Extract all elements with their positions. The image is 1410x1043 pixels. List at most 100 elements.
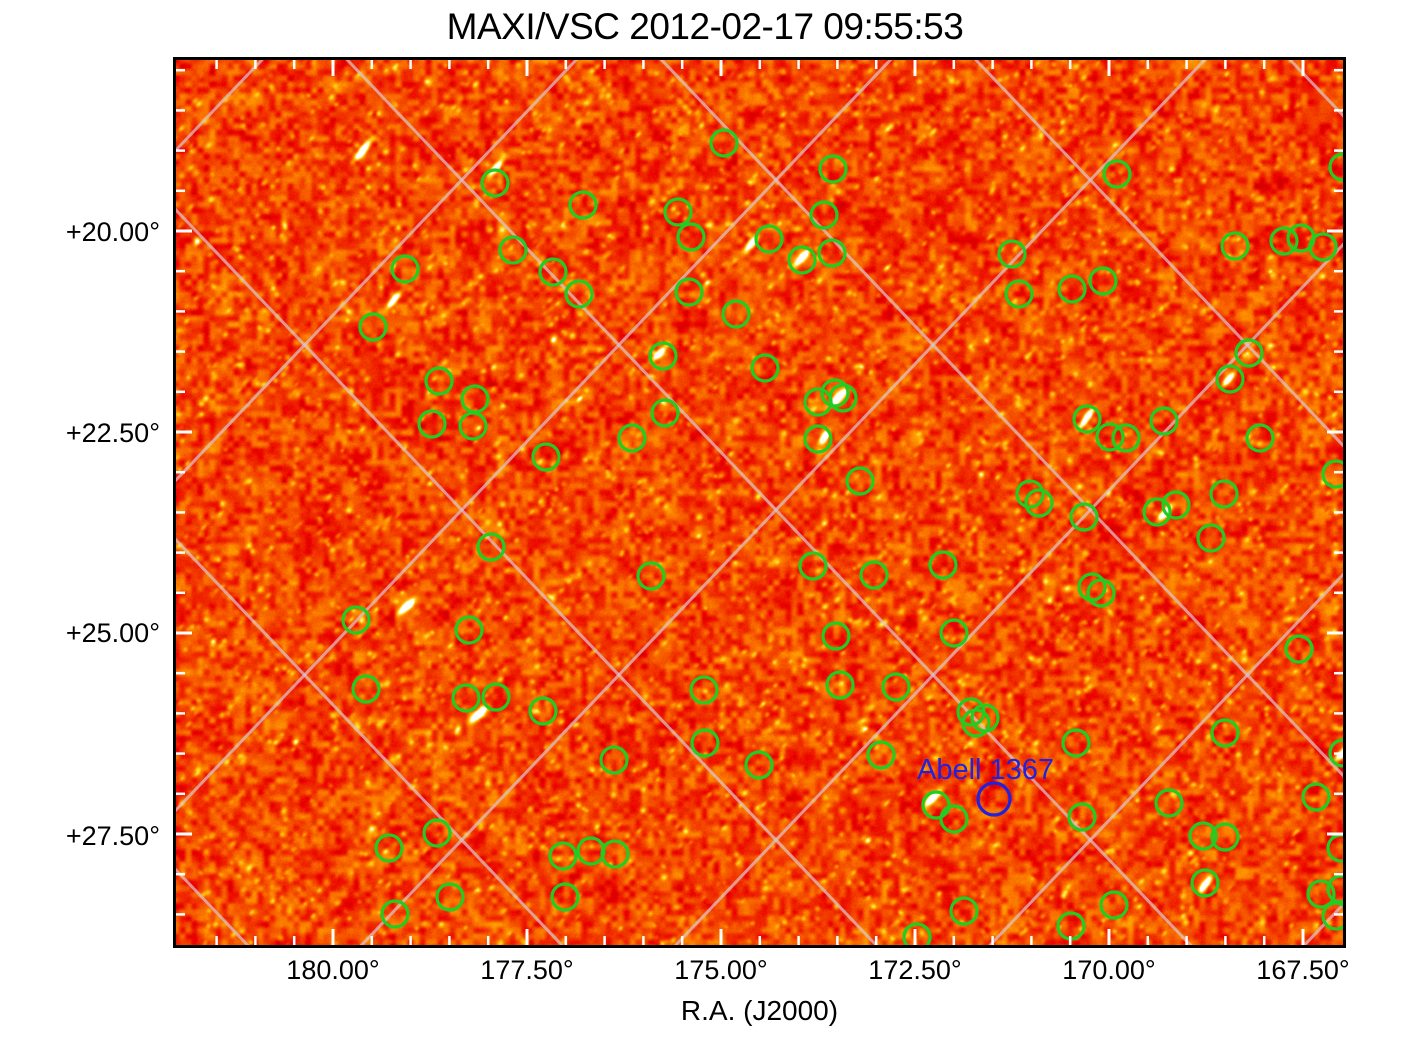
source-circle bbox=[1326, 874, 1343, 904]
source-circle bbox=[1284, 634, 1314, 664]
y-tick-label-3: +27.50° bbox=[65, 821, 160, 851]
x-tick-label-0: 180.00° bbox=[286, 955, 380, 985]
source-circle bbox=[458, 411, 488, 441]
source-circle bbox=[648, 341, 678, 371]
source-circle bbox=[787, 245, 817, 275]
source-circle bbox=[1088, 266, 1118, 296]
source-circle bbox=[1321, 459, 1343, 489]
source-circle bbox=[820, 378, 850, 408]
source-circle bbox=[460, 384, 490, 414]
source-circle bbox=[650, 398, 680, 428]
source-circle bbox=[1004, 279, 1034, 309]
source-circle bbox=[1067, 802, 1097, 832]
source-circle bbox=[750, 353, 780, 383]
source-circle bbox=[949, 896, 979, 926]
source-circle bbox=[825, 670, 855, 700]
source-circle bbox=[1301, 782, 1331, 812]
source-circle bbox=[1099, 890, 1129, 920]
source-circle bbox=[1015, 479, 1045, 509]
sky-image-plot[interactable]: Abell 1367 bbox=[173, 57, 1346, 948]
y-tick-label-1: +22.50° bbox=[65, 418, 160, 448]
source-circle bbox=[1057, 274, 1087, 304]
source-circle bbox=[961, 708, 991, 738]
x-tick-label-1: 177.50° bbox=[480, 955, 574, 985]
source-circle bbox=[921, 790, 951, 820]
source-circle bbox=[798, 551, 828, 581]
source-circle bbox=[902, 922, 932, 945]
source-circle bbox=[435, 882, 465, 912]
source-circle bbox=[351, 674, 381, 704]
source-circle bbox=[390, 254, 420, 284]
annotation-group: Abell 1367 bbox=[917, 754, 1054, 817]
source-circle bbox=[481, 682, 511, 712]
source-circle bbox=[1069, 502, 1099, 532]
source-circle bbox=[1234, 338, 1264, 368]
source-circle bbox=[341, 605, 371, 635]
coordinate-grid bbox=[176, 60, 1343, 945]
source-circle bbox=[1095, 422, 1125, 452]
source-circle bbox=[480, 168, 510, 198]
source-circle bbox=[548, 841, 578, 871]
source-circle bbox=[1321, 901, 1343, 931]
source-circle bbox=[1269, 226, 1299, 256]
source-circle bbox=[997, 239, 1027, 269]
y-tick-label-2: +25.00° bbox=[65, 618, 160, 648]
source-circle bbox=[663, 197, 693, 227]
source-circle bbox=[358, 312, 388, 342]
source-circle bbox=[417, 409, 447, 439]
source-circle-group bbox=[341, 128, 1343, 945]
source-circle bbox=[1061, 728, 1091, 758]
x-tick-label-2: 175.00° bbox=[674, 955, 768, 985]
source-circle bbox=[1215, 364, 1245, 394]
source-circle bbox=[1190, 868, 1220, 898]
x-tick-label-5: 167.50° bbox=[1256, 955, 1350, 985]
source-circle bbox=[866, 740, 896, 770]
source-circle bbox=[538, 257, 568, 287]
source-circle bbox=[818, 154, 848, 184]
source-circle bbox=[803, 424, 833, 454]
source-circle bbox=[528, 696, 558, 726]
source-circle bbox=[476, 532, 506, 562]
source-circle bbox=[617, 423, 647, 453]
axis-tick-group bbox=[176, 60, 1343, 945]
source-circle bbox=[721, 299, 751, 329]
source-circle bbox=[636, 561, 666, 591]
source-circle bbox=[859, 560, 889, 590]
source-circle bbox=[1024, 488, 1054, 518]
source-circle bbox=[1326, 833, 1343, 863]
source-circle bbox=[498, 235, 528, 265]
source-circle bbox=[709, 128, 739, 158]
source-circle bbox=[1149, 406, 1179, 436]
source-circle bbox=[828, 383, 858, 413]
source-circle bbox=[676, 222, 706, 252]
source-circle bbox=[1210, 822, 1240, 852]
source-circle bbox=[1220, 231, 1250, 261]
source-circle bbox=[1328, 152, 1343, 182]
source-circle bbox=[821, 621, 851, 651]
source-circle bbox=[531, 442, 561, 472]
abell-1367-label: Abell 1367 bbox=[917, 754, 1054, 786]
source-circle bbox=[744, 750, 774, 780]
source-circle bbox=[928, 550, 958, 580]
source-circle bbox=[576, 836, 606, 866]
source-circle bbox=[600, 839, 630, 869]
source-circle bbox=[689, 675, 719, 705]
source-circle bbox=[380, 899, 410, 929]
x-tick-label-3: 172.50° bbox=[868, 955, 962, 985]
source-circle bbox=[1306, 879, 1336, 909]
source-circle bbox=[1142, 497, 1172, 527]
source-circle bbox=[550, 882, 580, 912]
source-circle bbox=[809, 200, 839, 230]
source-circle bbox=[845, 466, 875, 496]
source-circle bbox=[1161, 490, 1191, 520]
source-circle bbox=[454, 615, 484, 645]
source-circle bbox=[817, 238, 847, 268]
source-circle bbox=[1102, 159, 1132, 189]
source-circle bbox=[674, 277, 704, 307]
source-circle bbox=[1072, 404, 1102, 434]
source-circle bbox=[1086, 578, 1116, 608]
source-circle bbox=[939, 804, 969, 834]
source-circle bbox=[754, 224, 784, 254]
source-circle bbox=[1154, 788, 1184, 818]
